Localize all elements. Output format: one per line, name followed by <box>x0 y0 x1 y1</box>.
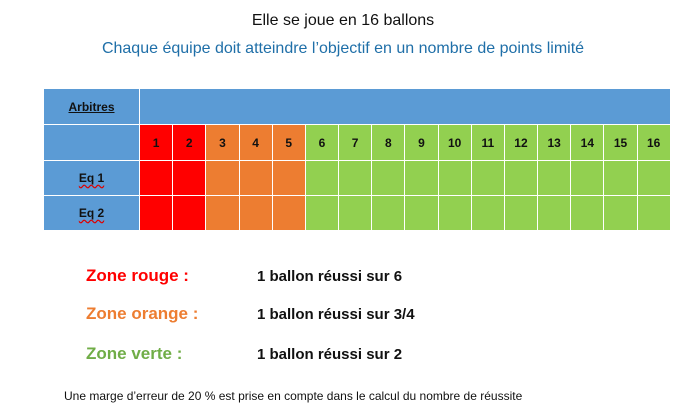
cell <box>338 160 373 196</box>
zone-green-desc: 1 ballon réussi sur 2 <box>257 346 403 363</box>
zone-red-label: Zone rouge : <box>86 266 189 285</box>
cell <box>138 195 174 231</box>
referees-row: Arbitres <box>43 88 671 125</box>
ball-number: 15 <box>603 124 638 161</box>
cell <box>537 160 572 196</box>
cell <box>470 160 505 196</box>
ball-number: 12 <box>503 124 539 161</box>
cell <box>172 195 207 231</box>
referees-label: Arbitres <box>43 88 140 125</box>
referees-cell <box>139 88 671 125</box>
cell <box>437 160 472 196</box>
ball-number: 4 <box>238 124 273 161</box>
ball-number: 7 <box>338 124 373 161</box>
ball-number: 8 <box>371 124 406 161</box>
cell <box>437 195 472 231</box>
cell <box>371 195 406 231</box>
team-label: Eq 2 <box>43 195 140 231</box>
cell <box>603 195 638 231</box>
cell <box>537 195 572 231</box>
ball-number: 6 <box>304 124 340 161</box>
cell <box>503 195 539 231</box>
ball-number: 16 <box>636 124 671 161</box>
ball-numbers-row: 1 2 3 4 5 6 7 8 9 10 11 12 13 14 15 16 <box>43 124 671 161</box>
footnote: Une marge d’erreur de 20 % est prise en … <box>64 389 523 403</box>
cell <box>603 160 638 196</box>
team-row: Eq 2 <box>43 195 671 231</box>
ball-number: 3 <box>205 124 240 161</box>
corner-cell <box>43 124 140 161</box>
cell <box>570 195 605 231</box>
cell <box>271 160 306 196</box>
cell <box>205 160 240 196</box>
page-subtitle: Chaque équipe doit atteindre l’objectif … <box>101 40 585 57</box>
cell <box>404 160 439 196</box>
cell <box>338 195 373 231</box>
ball-number: 1 <box>138 124 174 161</box>
cell <box>503 160 539 196</box>
zone-red-desc: 1 ballon réussi sur 6 <box>257 268 403 285</box>
cell <box>570 160 605 196</box>
cell <box>205 195 240 231</box>
ball-number: 2 <box>172 124 207 161</box>
score-table: Arbitres 1 2 3 4 5 6 7 8 9 10 11 12 13 1… <box>43 88 671 231</box>
cell <box>304 160 340 196</box>
zone-orange-desc: 1 ballon réussi sur 3/4 <box>257 306 415 323</box>
cell <box>304 195 340 231</box>
ball-number: 5 <box>271 124 306 161</box>
zone-green-label: Zone verte : <box>86 344 183 363</box>
zone-orange-label: Zone orange : <box>86 304 199 323</box>
team-row: Eq 1 <box>43 160 671 196</box>
cell <box>238 160 273 196</box>
cell <box>238 195 273 231</box>
ball-number: 11 <box>470 124 505 161</box>
cell <box>271 195 306 231</box>
cell <box>636 160 671 196</box>
cell <box>371 160 406 196</box>
ball-number: 10 <box>437 124 472 161</box>
ball-number: 14 <box>570 124 605 161</box>
cell <box>138 160 174 196</box>
cell <box>636 195 671 231</box>
cell <box>172 160 207 196</box>
ball-number: 9 <box>404 124 439 161</box>
page-title: Elle se joue en 16 ballons <box>251 12 435 29</box>
team-label: Eq 1 <box>43 160 140 196</box>
cell <box>470 195 505 231</box>
cell <box>404 195 439 231</box>
ball-number: 13 <box>537 124 572 161</box>
